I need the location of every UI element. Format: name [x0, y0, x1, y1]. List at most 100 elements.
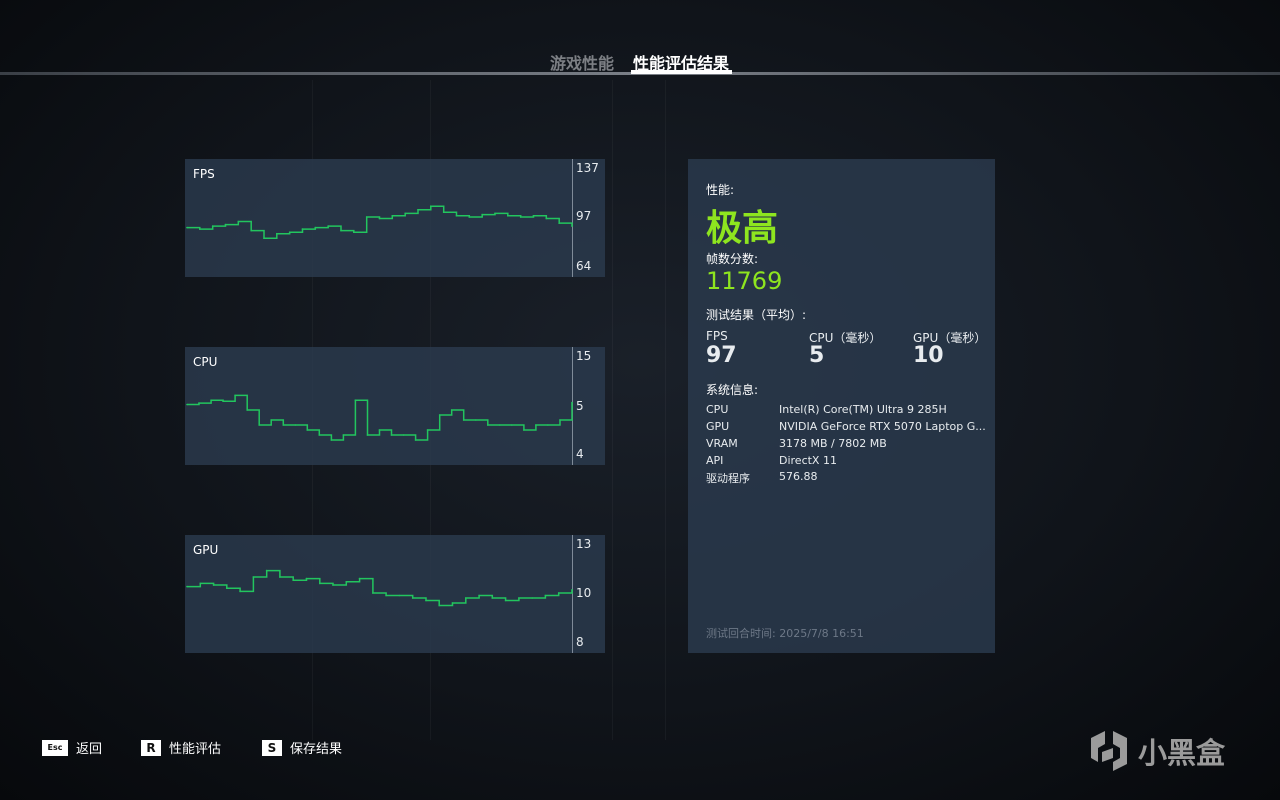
data-point	[237, 220, 240, 223]
data-point	[212, 584, 215, 586]
data-point	[481, 213, 484, 216]
data-point	[507, 215, 509, 217]
data-point	[246, 409, 248, 411]
r-key-icon: R	[141, 739, 161, 756]
data-point	[263, 237, 265, 239]
data-point	[258, 424, 260, 426]
data-point	[340, 229, 342, 232]
sys-key: 驱动程序	[706, 472, 750, 485]
chart-title: CPU	[193, 355, 218, 369]
data-point	[518, 597, 520, 599]
data-point	[250, 229, 252, 232]
data-point	[430, 205, 432, 207]
y-tick: 137	[576, 161, 599, 175]
data-point	[186, 585, 188, 588]
s-key-icon: S	[262, 739, 282, 756]
data-point	[411, 597, 414, 599]
data-point	[385, 594, 387, 597]
bg-decor	[612, 80, 613, 740]
data-point	[224, 223, 227, 226]
data-point	[288, 231, 291, 233]
data-point	[544, 594, 547, 597]
stat-label-cpu: CPU（毫秒）	[809, 331, 882, 345]
data-point	[358, 577, 361, 580]
hint-label: 保存结果	[290, 742, 343, 757]
data-point	[198, 402, 200, 404]
data-point	[571, 225, 573, 227]
data-point	[545, 217, 548, 220]
data-point	[186, 403, 188, 406]
data-point	[226, 587, 228, 589]
data-point	[475, 419, 477, 421]
data-point	[353, 231, 355, 233]
back-button[interactable]: Esc 返回	[42, 738, 102, 757]
gpu-series-line	[187, 569, 573, 607]
cpu-chart: CPU 15 5 4	[185, 347, 605, 465]
data-point	[494, 212, 496, 215]
performance-rating: 极高	[706, 208, 779, 249]
test-timestamp: 测试回合时间: 2025/7/8 16:51	[706, 627, 864, 640]
performance-label: 性能:	[706, 183, 735, 197]
stat-label-fps: FPS	[706, 329, 728, 343]
data-point	[318, 434, 321, 436]
data-point	[438, 604, 440, 607]
y-tick: 97	[576, 209, 592, 223]
tab-game-performance[interactable]: 游戏性能	[550, 54, 615, 73]
benchmark-button[interactable]: R 性能评估	[141, 738, 221, 757]
data-point	[282, 424, 285, 426]
sys-value: DirectX 11	[779, 454, 837, 467]
score-label: 帧数分数:	[706, 252, 759, 266]
data-point	[279, 576, 281, 578]
frame-score: 11769	[706, 267, 783, 295]
y-tick: 13	[576, 537, 592, 551]
data-point	[532, 215, 535, 217]
logo-text: 小黑盒	[1138, 736, 1226, 770]
system-info-label: 系统信息:	[706, 383, 759, 397]
data-point	[450, 409, 453, 411]
data-point	[365, 216, 368, 218]
tab-benchmark-results[interactable]: 性能评估结果	[633, 54, 730, 73]
data-point	[402, 434, 405, 436]
data-point	[438, 414, 441, 416]
data-point	[345, 581, 348, 583]
data-point	[239, 590, 241, 593]
gpu-chart: GPU 13 10 8	[185, 535, 605, 653]
sys-value: 576.88	[779, 470, 818, 483]
sys-value: 3178 MB / 7802 MB	[779, 437, 887, 450]
data-point	[398, 594, 401, 597]
chart-title: GPU	[193, 543, 219, 557]
data-point	[222, 400, 224, 402]
data-point	[499, 424, 501, 426]
xiaoheihe-watermark: 小黑盒	[1088, 728, 1225, 774]
stat-value-gpu: 10	[913, 343, 944, 368]
data-point	[442, 211, 445, 213]
data-point	[306, 429, 309, 431]
data-point	[571, 589, 573, 591]
data-point	[354, 399, 357, 401]
gpu-line-plot	[186, 569, 573, 607]
data-point	[330, 439, 333, 441]
y-tick: 64	[576, 259, 592, 273]
y-tick: 5	[576, 399, 584, 413]
esc-key-icon: Esc	[42, 739, 68, 756]
data-point	[305, 577, 308, 580]
data-point	[319, 582, 321, 585]
fps-series-line	[187, 205, 573, 239]
data-point	[199, 228, 201, 230]
data-point	[504, 599, 507, 602]
data-point	[265, 569, 268, 572]
data-point	[199, 582, 202, 585]
save-results-button[interactable]: S 保存结果	[262, 738, 342, 757]
data-point	[519, 216, 522, 218]
sys-key: CPU	[706, 403, 729, 416]
data-point	[404, 212, 406, 215]
cpu-series-line	[187, 394, 573, 441]
sys-key: API	[706, 454, 724, 467]
data-point	[465, 597, 467, 599]
data-point	[186, 226, 188, 229]
data-point	[276, 232, 278, 235]
axis-line	[572, 159, 573, 277]
cpu-line-plot	[186, 394, 573, 441]
axis-line	[572, 535, 573, 653]
data-point	[270, 419, 272, 421]
